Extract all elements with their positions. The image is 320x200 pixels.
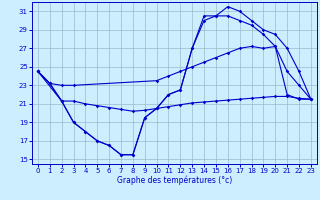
X-axis label: Graphe des températures (°c): Graphe des températures (°c) [117,176,232,185]
